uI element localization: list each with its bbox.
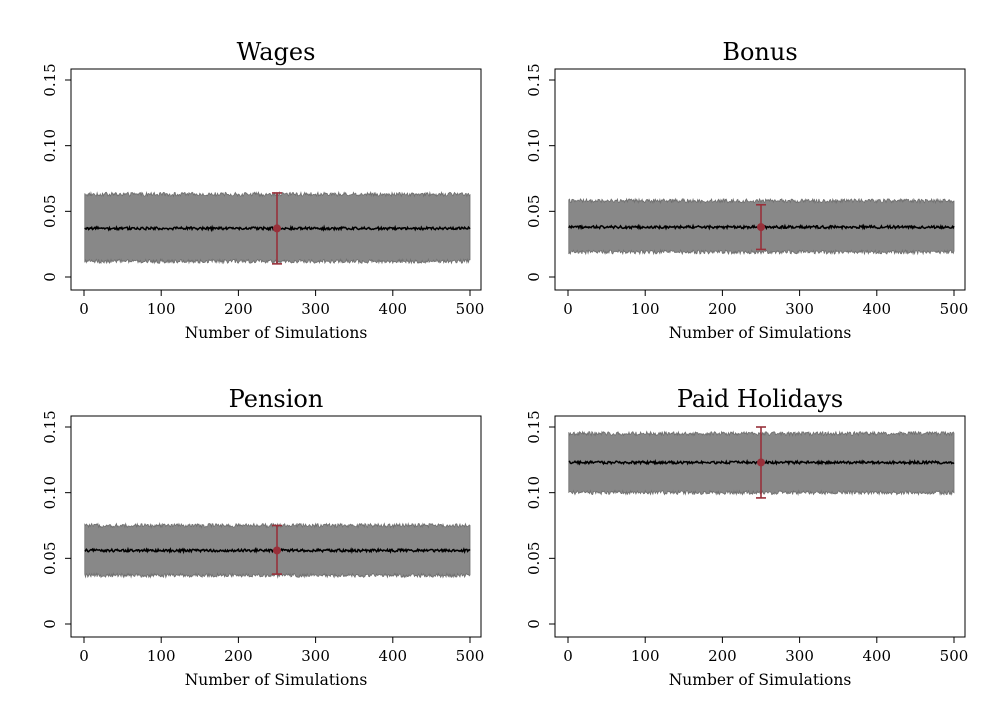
x-tick-label: 200 [708, 647, 737, 665]
chart-panel: Pension 0 100 200 300 400 500 0 0.05 0.10 0.15 Numb… [41, 385, 484, 689]
x-tick-label: 400 [378, 647, 407, 665]
x-tick-label: 0 [563, 647, 573, 665]
x-axis-label: Number of Simulations [185, 671, 368, 689]
x-tick-label: 500 [456, 647, 485, 665]
x-tick-label: 100 [631, 300, 660, 318]
chart-title: Bonus [722, 38, 797, 66]
y-tick-label: 0.15 [41, 410, 59, 443]
y-tick-label: 0.10 [41, 476, 59, 509]
x-tick-label: 100 [631, 647, 660, 665]
estimate-point [757, 458, 765, 467]
x-tick-label: 0 [79, 647, 89, 665]
y-tick-label: 0.10 [525, 129, 543, 162]
estimate-point [273, 224, 281, 233]
x-tick-label: 200 [224, 647, 253, 665]
y-tick-label: 0.15 [41, 63, 59, 96]
x-tick-label: 300 [301, 647, 330, 665]
x-tick-label: 500 [456, 300, 485, 318]
chart-panel: Wages 0 100 200 300 400 500 0 0.05 0.10 0.15 Number… [41, 38, 484, 342]
estimate-point [273, 546, 281, 555]
x-tick-label: 300 [301, 300, 330, 318]
x-tick-label: 400 [862, 647, 891, 665]
x-axis-label: Number of Simulations [669, 671, 852, 689]
x-tick-label: 200 [224, 300, 253, 318]
x-tick-label: 500 [940, 300, 969, 318]
plot-frame [554, 68, 966, 291]
chart-panel: Bonus 0 100 200 300 400 500 0 0.05 0.10 0.15 Number… [525, 38, 968, 342]
y-tick-label: 0 [525, 619, 543, 629]
y-tick-label: 0.05 [525, 542, 543, 575]
y-tick-label: 0.05 [525, 195, 543, 228]
y-tick-label: 0.05 [41, 195, 59, 228]
x-tick-label: 400 [378, 300, 407, 318]
y-tick-label: 0 [525, 272, 543, 282]
x-tick-label: 300 [785, 300, 814, 318]
y-tick-label: 0 [41, 619, 59, 629]
x-tick-label: 0 [563, 300, 573, 318]
y-tick-label: 0.10 [41, 129, 59, 162]
x-tick-label: 200 [708, 300, 737, 318]
chart-panel: Paid Holidays 0 100 200 300 400 500 0 0.05 0.10 0.… [525, 385, 968, 689]
x-tick-label: 0 [79, 300, 89, 318]
x-tick-label: 300 [785, 647, 814, 665]
y-tick-label: 0 [41, 272, 59, 282]
x-tick-label: 500 [940, 647, 969, 665]
y-tick-label: 0.05 [41, 542, 59, 575]
x-axis-label: Number of Simulations [185, 324, 368, 342]
chart-title: Wages [237, 38, 316, 66]
estimate-point [757, 223, 765, 232]
y-tick-label: 0.10 [525, 476, 543, 509]
chart-title: Pension [229, 385, 324, 413]
y-tick-label: 0.15 [525, 410, 543, 443]
x-tick-label: 100 [147, 647, 176, 665]
x-tick-label: 100 [147, 300, 176, 318]
x-axis-label: Number of Simulations [669, 324, 852, 342]
x-tick-label: 400 [862, 300, 891, 318]
y-tick-label: 0.15 [525, 63, 543, 96]
chart-title: Paid Holidays [677, 385, 843, 413]
